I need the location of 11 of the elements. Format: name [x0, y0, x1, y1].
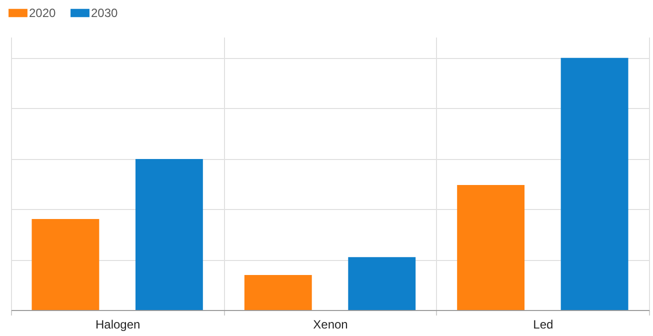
- legend-label: 2020: [29, 6, 56, 20]
- bar: [32, 219, 100, 310]
- bar: [135, 159, 203, 310]
- x-tick-label: Halogen: [95, 318, 140, 332]
- legend-label: 2030: [91, 6, 118, 20]
- x-tick-label: Led: [533, 318, 554, 332]
- bar: [457, 184, 525, 310]
- bar: [560, 58, 628, 310]
- bar: [244, 274, 312, 310]
- x-tick-label: Xenon: [313, 318, 348, 332]
- bar: [348, 257, 416, 310]
